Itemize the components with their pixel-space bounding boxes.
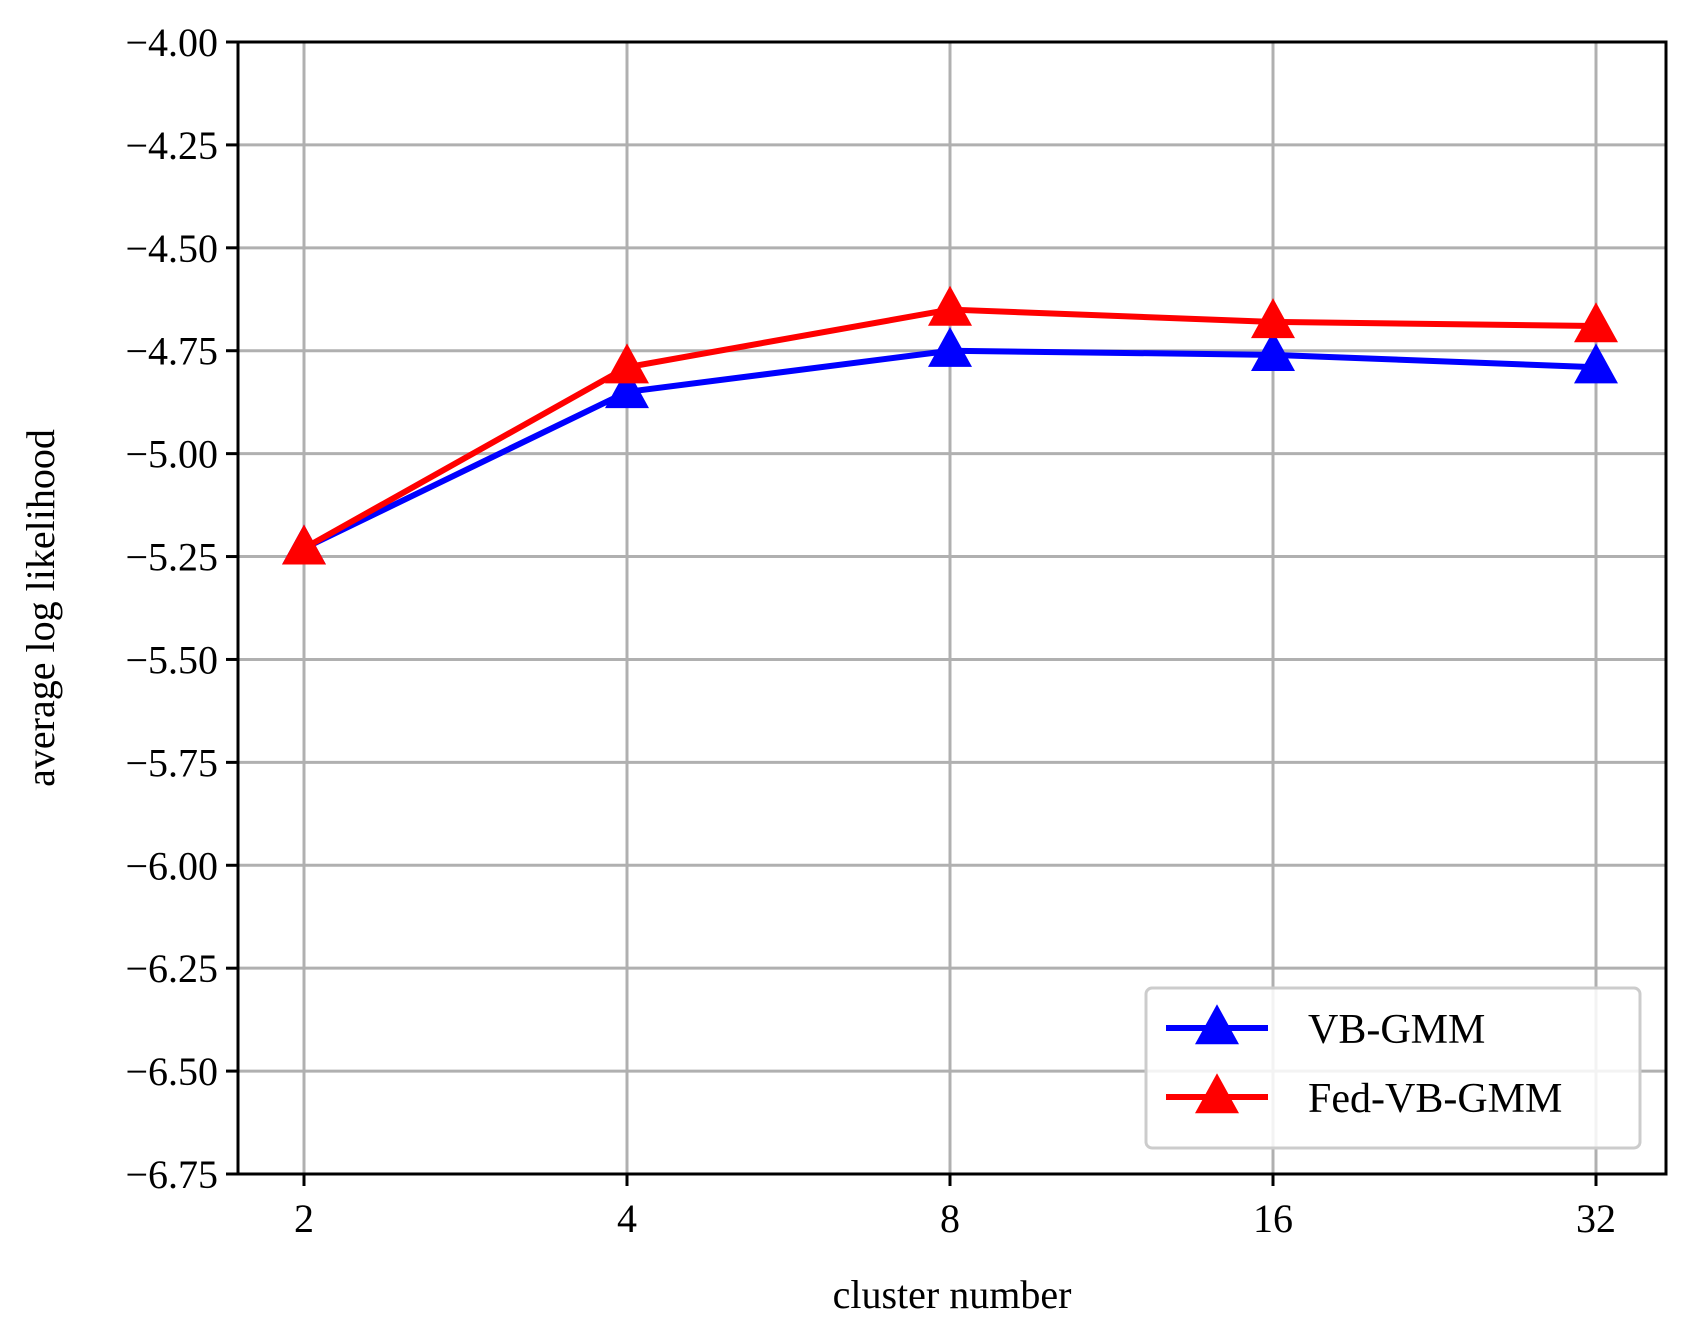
x-tick-label: 32 (1576, 1196, 1616, 1241)
legend-label-fed-vb-gmm: Fed-VB-GMM (1308, 1076, 1562, 1122)
legend-marker-vb-gmm (1195, 1004, 1239, 1045)
legend-label-vb-gmm: VB-GMM (1308, 1007, 1485, 1053)
x-tick-label: 8 (940, 1196, 960, 1241)
y-tick-label: −6.50 (125, 1049, 218, 1094)
data-point-vb-gmm (1251, 331, 1295, 372)
y-tick-label: −6.00 (125, 843, 218, 888)
data-point-vb-gmm (605, 368, 649, 409)
x-axis-label: cluster number (833, 1272, 1072, 1317)
data-point-fed-vb-gmm (928, 285, 972, 326)
y-axis-label: average log likelihood (18, 429, 63, 787)
data-point-vb-gmm (928, 326, 972, 367)
legend: VB-GMM Fed-VB-GMM (1144, 986, 1642, 1150)
data-point-fed-vb-gmm (1574, 302, 1618, 343)
y-tick-label: −5.25 (125, 535, 218, 580)
grid-layer (238, 42, 1666, 1174)
y-tick-label: −5.75 (125, 740, 218, 785)
y-tick-label: −4.00 (125, 20, 218, 65)
data-point-fed-vb-gmm (605, 343, 649, 384)
y-tick-label: −4.50 (125, 226, 218, 271)
plot-area-frame (236, 40, 1668, 1176)
legend-box (1144, 986, 1642, 1150)
data-point-fed-vb-gmm (282, 524, 326, 565)
x-tick-label: 16 (1253, 1196, 1293, 1241)
y-tick-label: −6.75 (125, 1152, 218, 1197)
y-tick-label: −5.50 (125, 637, 218, 682)
y-tick-label: −5.00 (125, 432, 218, 477)
x-tick-label: 4 (617, 1196, 637, 1241)
series-layer (282, 285, 1618, 565)
y-tick-label: −4.75 (125, 329, 218, 374)
data-point-fed-vb-gmm (1251, 298, 1295, 339)
y-tick-label: −4.25 (125, 123, 218, 168)
x-tick-label: 2 (294, 1196, 314, 1241)
y-tick-label: −6.25 (125, 946, 218, 991)
data-point-vb-gmm (1574, 343, 1618, 384)
tick-layer: 2 4 8 16 32 −4.00 −4.25 −4.50 −4.75 −5.00 −5.25 −5.… (125, 20, 1616, 1241)
legend-marker-fed-vb-gmm (1195, 1073, 1239, 1114)
